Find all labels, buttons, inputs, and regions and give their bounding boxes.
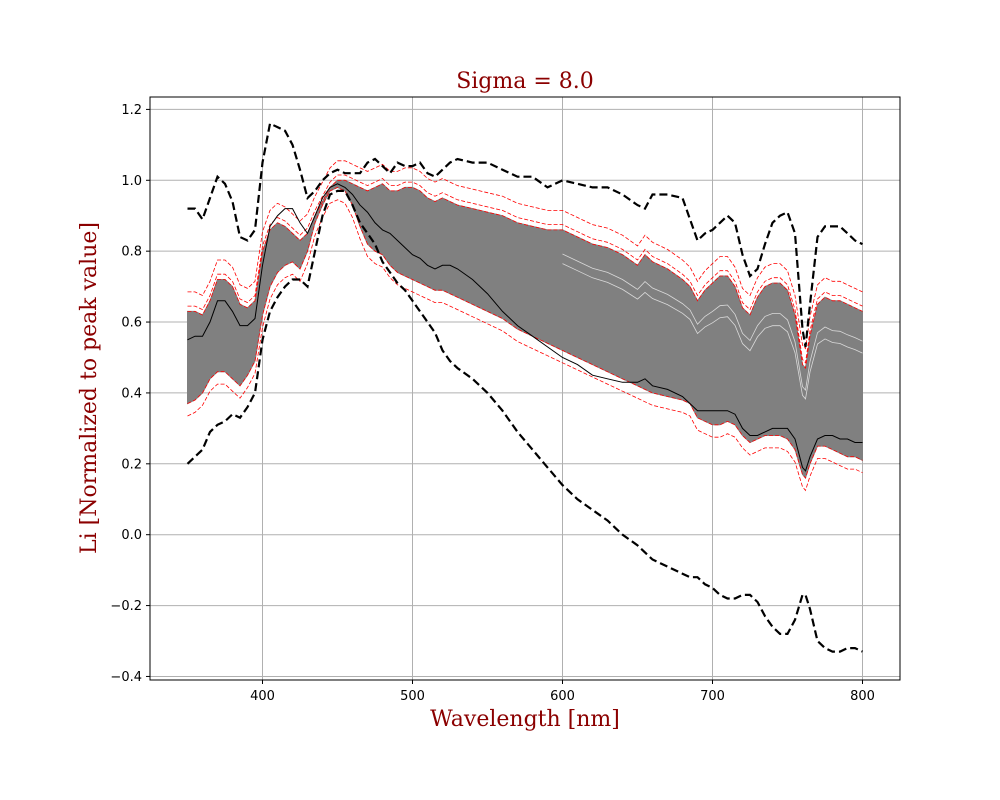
x-tick-label: 700: [700, 689, 725, 704]
y-tick-label: 1.2: [121, 103, 142, 118]
highlight-layer: [187, 160, 863, 492]
highlight-trace: [187, 186, 863, 479]
x-tick-label: 400: [250, 689, 275, 704]
y-tick-label: 0.2: [121, 457, 142, 472]
chart-title: Sigma = 8.0: [456, 69, 594, 94]
lower-bound-line: [186, 189, 863, 653]
y-tick-label: 0.4: [121, 386, 142, 401]
y-axis-label: Li [Normalized to peak value]: [77, 222, 102, 554]
x-tick-label: 800: [850, 689, 875, 704]
highlight-trace: [187, 174, 863, 364]
highlight-trace: [187, 179, 863, 370]
plot-frame: [149, 96, 901, 681]
y-tick-label: 1.0: [121, 174, 142, 189]
y-tick-label: 0.8: [121, 245, 142, 260]
x-tick-label: 500: [400, 689, 425, 704]
y-tick-label: −0.2: [110, 599, 142, 614]
x-axis-label: Wavelength [nm]: [430, 707, 620, 732]
y-tick-label: 0.0: [121, 528, 142, 543]
median-line: [187, 183, 863, 472]
series-layer: [186, 122, 863, 653]
band-streak: [562, 263, 863, 400]
band-streak: [562, 253, 863, 392]
ticks: 400 500 600 700 800 −0.4 −0.2 0.0 0.2 0.4 0.6 0.8 1.…: [110, 103, 874, 704]
highlight-trace: [187, 160, 863, 350]
x-tick-label: 600: [550, 689, 575, 704]
highlight-trace: [187, 199, 863, 492]
y-tick-label: 0.6: [121, 316, 142, 331]
y-tick-label: −0.4: [110, 670, 142, 685]
upper-bound-line: [187, 122, 863, 348]
